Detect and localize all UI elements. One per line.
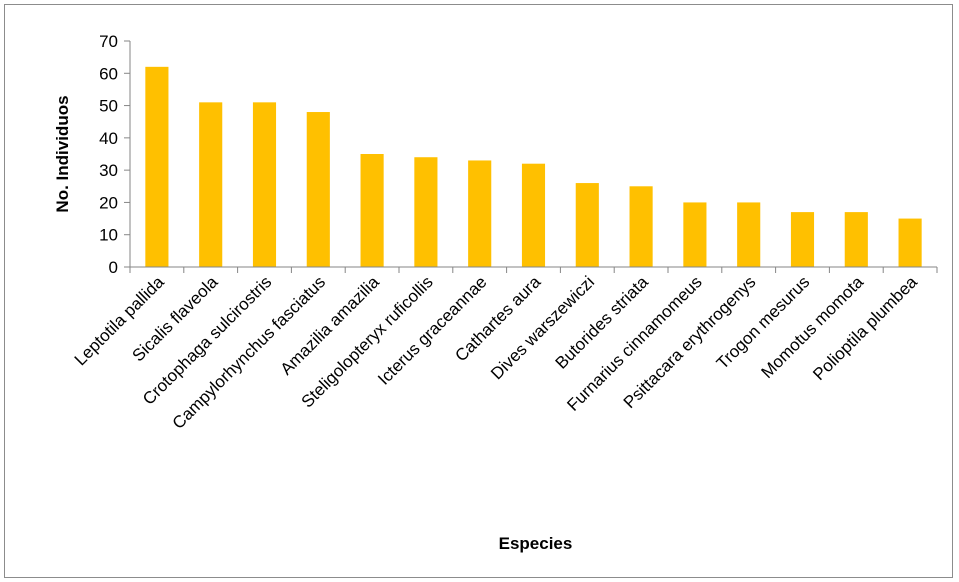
chart-frame: 0 10 20 30 40 50 60 70 Leptotila pallida Sicalis…: [4, 4, 953, 578]
bar-11: [737, 202, 761, 267]
x-category-label: Leptotila pallida: [71, 272, 168, 369]
bar-12: [790, 212, 815, 267]
y-tick-label: 40: [99, 129, 118, 148]
bar-3: [306, 112, 330, 267]
bar-10: [683, 202, 707, 267]
y-tick-label: 0: [109, 258, 118, 277]
bar-13: [844, 212, 868, 267]
y-tick-label: 50: [99, 97, 118, 116]
bar-5: [414, 157, 438, 267]
y-axis-title: No. Individuos: [53, 95, 72, 212]
bar-9: [629, 186, 653, 267]
y-tick-label: 20: [99, 193, 118, 212]
x-category-label: Trogon mesurus: [713, 272, 814, 373]
x-category-label: Polioptila plumbea: [809, 272, 921, 384]
bar-4: [360, 154, 384, 267]
y-tick-label: 10: [99, 226, 118, 245]
bar-8: [575, 183, 599, 267]
bar-1: [199, 102, 223, 267]
bar-6: [468, 160, 492, 267]
x-category-label: Momotus momota: [757, 272, 867, 382]
bar-2: [252, 102, 277, 267]
y-axis-ticks: 0 10 20 30 40 50 60 70: [99, 32, 130, 277]
bar-14: [898, 218, 922, 267]
bar-0: [145, 66, 169, 267]
x-category-label: Amazilia amazilia: [277, 272, 384, 379]
bar-chart: 0 10 20 30 40 50 60 70 Leptotila pallidaSicalis…: [53, 32, 938, 553]
x-category-label: Dives warszewiczi: [487, 272, 598, 383]
bar-7: [521, 163, 546, 267]
y-tick-label: 30: [99, 161, 118, 180]
y-tick-label: 60: [99, 64, 118, 83]
x-axis-title: Especies: [499, 534, 573, 553]
bars-group: [145, 66, 922, 267]
y-tick-label: 70: [99, 32, 118, 51]
x-category-label: Butorides striata: [552, 272, 653, 373]
